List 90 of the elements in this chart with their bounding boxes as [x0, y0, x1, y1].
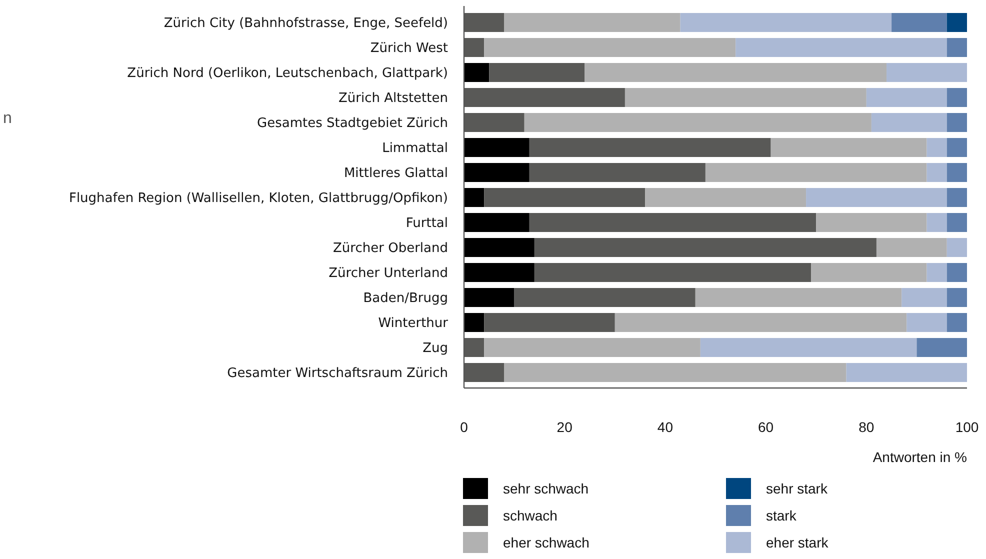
bar — [484, 313, 615, 332]
bar — [529, 163, 706, 182]
y-tick-label: Winterthur — [378, 316, 449, 332]
bar — [464, 238, 534, 257]
x-tick-label: 0 — [460, 419, 468, 435]
legend-label: eher stark — [766, 534, 830, 550]
bar — [946, 263, 967, 282]
bar — [806, 188, 947, 207]
bar — [946, 38, 967, 57]
bar — [946, 88, 967, 107]
bar — [876, 238, 947, 257]
y-tick-label: Furttal — [406, 216, 448, 232]
bar — [504, 13, 680, 32]
bar — [892, 13, 947, 32]
bar — [946, 238, 967, 257]
y-tick-label: Gesamter Wirtschaftsraum Zürich — [227, 366, 448, 382]
bar — [529, 213, 816, 232]
bar — [946, 288, 967, 307]
bar — [946, 163, 967, 182]
bar — [534, 238, 876, 257]
bar — [464, 213, 530, 232]
bar — [529, 138, 771, 157]
bar — [584, 63, 887, 82]
bar — [464, 163, 530, 182]
x-tick-label: 80 — [858, 419, 874, 435]
y-tick-label: Zürich City (Bahnhofstrasse, Enge, Seefeld) — [164, 16, 448, 32]
legend-label: stark — [766, 507, 798, 524]
bar — [926, 163, 947, 182]
bar — [645, 188, 806, 207]
bar — [770, 138, 927, 157]
bar — [946, 313, 967, 332]
bar — [916, 338, 967, 357]
text: n — [3, 110, 12, 127]
bar — [464, 188, 484, 207]
bar — [489, 63, 585, 82]
bar — [946, 138, 967, 157]
bar — [524, 113, 872, 132]
y-tick-label: Limmattal — [382, 141, 448, 156]
x-tick-label: 60 — [758, 419, 774, 435]
bar — [484, 38, 736, 57]
bar — [906, 313, 947, 332]
bar — [484, 338, 700, 357]
x-tick-label: 40 — [657, 419, 674, 435]
y-tick-label: Zug — [422, 341, 448, 356]
bar — [902, 288, 947, 307]
y-tick-label: Baden/Brugg — [363, 291, 448, 306]
bar — [926, 138, 947, 157]
bar — [680, 13, 892, 32]
bar — [484, 188, 646, 207]
bar — [464, 288, 514, 307]
bar — [614, 313, 907, 332]
bar — [926, 213, 947, 232]
bar — [504, 363, 846, 382]
y-tick-label: Mittleres Glattal — [344, 166, 448, 182]
bar — [464, 263, 534, 282]
bar — [700, 338, 917, 357]
x-tick-label: 20 — [556, 419, 573, 435]
bar — [534, 263, 812, 282]
bar — [624, 88, 866, 107]
bar — [946, 188, 967, 207]
x-axis-title: Antworten in % — [872, 449, 967, 465]
bar — [886, 63, 967, 82]
bar — [811, 263, 927, 282]
bar — [464, 138, 530, 157]
y-tick-label: Zürich Altstetten — [338, 91, 448, 106]
bar — [816, 213, 927, 232]
bar — [866, 88, 947, 107]
bar — [926, 263, 947, 282]
y-tick-label: Gesamtes Stadtgebiet Zürich — [257, 116, 448, 132]
bar — [946, 13, 967, 32]
y-tick-label: Zürcher Unterland — [328, 266, 448, 282]
bar — [464, 313, 484, 332]
x-tick-label: 100 — [955, 419, 979, 435]
legend-label: sehr stark — [766, 480, 828, 496]
bar — [514, 288, 696, 307]
y-tick-label: Flughafen Region (Wallisellen, Kloten, Glattbrugg/Opfikon) — [68, 191, 448, 206]
y-tick-label: Zürcher Oberland — [333, 241, 448, 256]
legend-label: eher schwach — [503, 534, 590, 550]
bar — [705, 163, 927, 182]
bar — [736, 38, 947, 57]
y-tick-label: Zürich Nord (Oerlikon, Leutschenbach, Glattpark) — [127, 66, 448, 82]
bar — [464, 63, 490, 82]
bar — [695, 288, 902, 307]
bar — [871, 113, 947, 132]
bar — [946, 113, 967, 132]
bar — [946, 213, 967, 232]
legend-label: schwach — [503, 507, 558, 524]
legend-label: sehr schwach — [503, 480, 589, 496]
y-tick-label: Zürich West — [370, 41, 448, 56]
bar — [846, 363, 967, 382]
